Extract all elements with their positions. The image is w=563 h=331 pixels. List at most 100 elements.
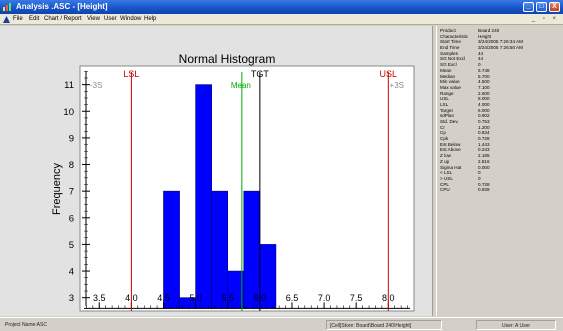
stat-label: Range [440, 90, 454, 96]
menu-view[interactable]: View [87, 16, 100, 22]
sigma-label-right: +3S [390, 81, 404, 90]
menu-chart-report[interactable]: Chart / Report [44, 16, 82, 22]
menu-help[interactable]: Help [144, 16, 157, 22]
stat-label: CPU [440, 187, 450, 193]
reference-label-usl: USL [380, 69, 398, 79]
y-tick-label: 6 [69, 213, 74, 224]
x-tick-label: 5.0 [189, 293, 202, 303]
stat-label: Est Below [440, 141, 461, 147]
stat-label: SG Excl [440, 62, 457, 68]
statistics-panel: Product Board 240 Characteristic Height Star… [436, 26, 563, 316]
document-icon[interactable] [3, 16, 10, 23]
reference-label-tgt: TGT [251, 69, 269, 79]
window-titlebar: Analysis .ASC - [Height] _ □ X [0, 0, 563, 14]
maximize-button[interactable]: □ [536, 2, 547, 12]
chart-title: Normal Histogram [179, 52, 276, 66]
stat-row: Start Time 3/24/2005 7:26:34 AM [437, 39, 563, 45]
stat-row: Sigma Hat 0.000 [437, 165, 563, 171]
sigma-label-left: -3S [90, 81, 102, 90]
minimize-button[interactable]: _ [523, 2, 534, 12]
stat-row: Median 5.700 [437, 74, 563, 80]
x-tick-label: 3.5 [93, 293, 106, 303]
stat-value: 0.243 [478, 147, 490, 153]
stat-row: Z low 2.185 [437, 153, 563, 159]
stat-value: 1.200 [478, 124, 490, 130]
stat-row: Samples 44 [437, 51, 563, 57]
stat-label: Min value [440, 79, 460, 85]
stat-label: Start Time [440, 39, 461, 45]
stat-value: 5.700 [478, 73, 490, 79]
stat-value: 6.000 [478, 107, 490, 113]
stat-row: CPU 0.939 [437, 187, 563, 193]
y-tick-label: 8 [69, 160, 74, 171]
stat-value: 0 [478, 62, 481, 68]
x-tick-label: 7.5 [350, 293, 363, 303]
y-tick-label: 5 [69, 240, 74, 251]
y-axis-label: Frequency [51, 163, 63, 215]
stat-value: Height [478, 33, 492, 39]
stat-value: Board 240 [478, 28, 500, 33]
window-title: Analysis .ASC - [Height] [16, 2, 108, 11]
plot-frame [79, 65, 415, 312]
stat-value: 4.000 [478, 101, 490, 107]
x-tick-label: 5.5 [221, 293, 234, 303]
stat-label: Characteristic [440, 33, 469, 39]
menu-window[interactable]: Window [120, 16, 142, 22]
stat-label: End Time [440, 45, 460, 51]
stat-label: CPL [440, 181, 449, 187]
status-user: User: A User [476, 320, 556, 330]
reference-label-mean: Mean [231, 81, 251, 90]
stat-label: Sigma Hat [440, 164, 462, 170]
histogram-bar [243, 190, 261, 309]
stat-row: Mean 5.748 [437, 68, 563, 74]
stat-label: Est Above [440, 147, 461, 153]
stat-value: 4.500 [478, 79, 490, 85]
stat-row: Cpk 0.728 [437, 136, 563, 142]
stat-value: 0.753 [478, 119, 490, 124]
x-tick-label: 4.5 [157, 293, 170, 303]
y-tick-label: 10 [63, 107, 74, 118]
stat-row: Target 6.000 [437, 108, 563, 114]
stat-value: 44 [478, 56, 484, 62]
app-icon [3, 3, 11, 11]
x-tick-label: 6.5 [286, 293, 299, 303]
stat-value: 0 [478, 170, 481, 176]
stat-label: SG Not Excl [440, 56, 466, 62]
stat-row: < LSL 0 [437, 170, 563, 176]
stat-row: Max value 7.100 [437, 85, 563, 91]
stat-label: Mean [440, 67, 452, 73]
menu-user[interactable]: User [104, 16, 117, 22]
stat-label: Cr [440, 124, 445, 130]
stat-row: > USL 0 [437, 176, 563, 182]
stat-value: 0.728 [478, 136, 490, 142]
stat-row: LSL 4.000 [437, 102, 563, 108]
stat-label: LSL [440, 101, 449, 107]
stat-value: 0.902 [478, 113, 490, 119]
status-bar: Project Name:ASC [Cell]Store: Board\Boar… [0, 317, 563, 331]
stat-row: USL 8.000 [437, 96, 563, 102]
stat-label: USL [440, 96, 449, 102]
stat-label: Z up [440, 158, 450, 164]
histogram-chart: Normal Histogram Frequency 3.5 4.0 4.5 5.0 5… [51, 52, 415, 312]
reference-label-lsl: LSL [123, 69, 139, 79]
menu-bar: File Edit Chart / Report View User Windo… [0, 14, 563, 25]
y-tick-label: 4 [69, 267, 74, 278]
menu-file[interactable]: File [13, 16, 23, 22]
histogram-bar [211, 190, 229, 309]
stat-row: SG Not Excl 44 [437, 56, 563, 62]
stat-value: 3/24/2005 7:26:34 AM [478, 39, 523, 45]
stat-row: End Time 3/24/2005 7:26:50 AM [437, 45, 563, 51]
stat-value: 7.100 [478, 84, 490, 90]
close-button[interactable]: X [549, 2, 560, 12]
menu-edit[interactable]: Edit [29, 16, 40, 22]
y-tick-label: 3 [69, 293, 74, 304]
chart-content: 3.5 4.0 4.5 5.0 5.5 6.0 6.5 7.0 7.5 8.03456789101… [63, 69, 410, 311]
stat-value: 2.600 [478, 90, 490, 96]
mdi-window-controls[interactable]: _ ▫ × [531, 16, 559, 22]
stat-label: Std. Dev. [440, 119, 459, 124]
stat-label: Cpk [440, 136, 449, 142]
stat-value: 5.748 [478, 67, 490, 73]
stat-value: 0 [478, 175, 481, 181]
stat-row: sdPlan 0.902 [437, 113, 563, 119]
stat-value: 0.939 [478, 187, 490, 193]
